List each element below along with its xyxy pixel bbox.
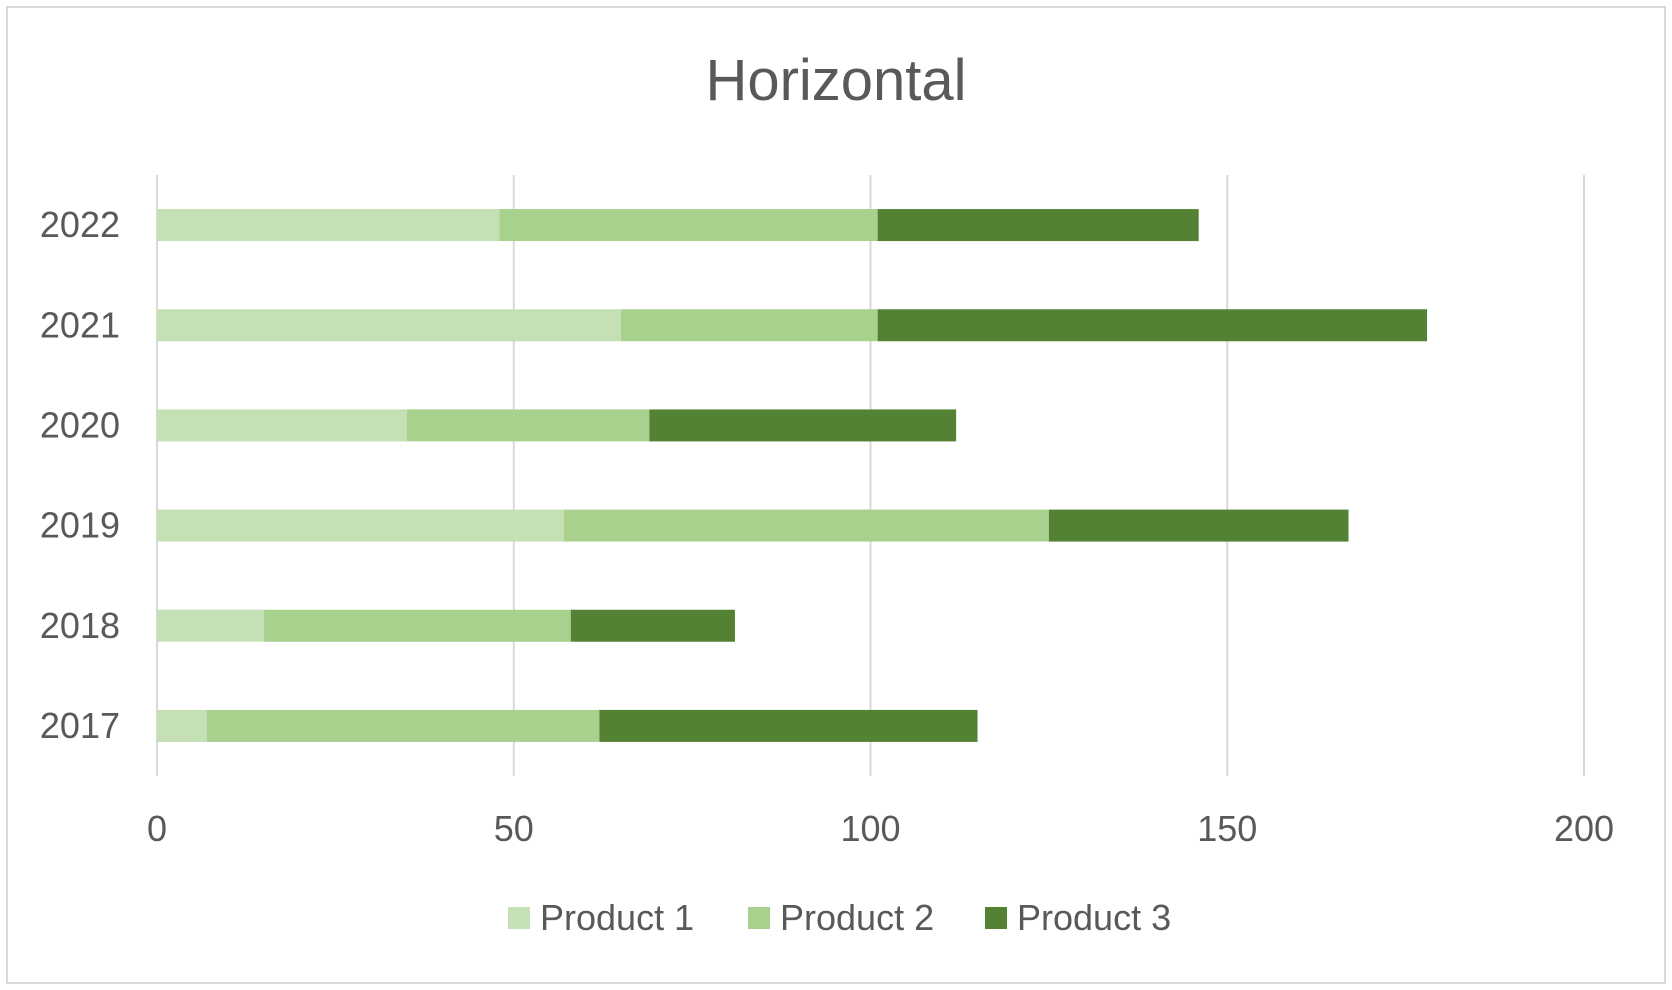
legend: Product 1 Product 2 Product 3 [508,897,1171,938]
bar-segment [157,509,564,542]
legend-label: Product 1 [540,897,694,938]
bar-segment [157,609,265,642]
bars [157,209,1428,742]
bar-segment [264,609,571,642]
bar-segment [1048,509,1349,542]
legend-swatch [748,907,770,929]
bar-segment [877,209,1199,242]
category-label: 2019 [40,505,120,546]
legend-swatch [985,907,1007,929]
gridlines [156,175,1585,776]
x-tick-label: 0 [147,808,167,849]
bar-segment [157,709,207,742]
bar-segment [206,709,600,742]
x-tick-label: 100 [840,808,900,849]
category-label: 2018 [40,605,120,646]
legend-label: Product 3 [1017,897,1171,938]
bar-segment [406,409,650,442]
bar-segment [599,709,978,742]
bar-segment [157,209,500,242]
x-tick-label: 50 [494,808,534,849]
bar-segment [157,409,407,442]
x-tick-label: 200 [1554,808,1614,849]
chart-frame [6,6,1666,984]
bar-segment [570,609,735,642]
x-tick-label: 150 [1197,808,1257,849]
bar-segment [877,309,1428,342]
category-label: 2017 [40,705,120,746]
category-label: 2020 [40,404,120,445]
x-tick-labels: 0 50 100 150 200 [147,808,1614,849]
category-label: 2021 [40,304,120,345]
legend-label: Product 2 [780,897,934,938]
bar-segment [649,409,957,442]
legend-swatch [508,907,530,929]
bar-segment [563,509,1049,542]
category-label: 2022 [40,204,120,245]
category-labels: 2017 2018 2019 2020 2021 2022 [40,204,120,746]
bar-segment [620,309,878,342]
chart-title: Horizontal [705,48,966,113]
bar-segment [499,209,878,242]
bar-segment [157,309,621,342]
